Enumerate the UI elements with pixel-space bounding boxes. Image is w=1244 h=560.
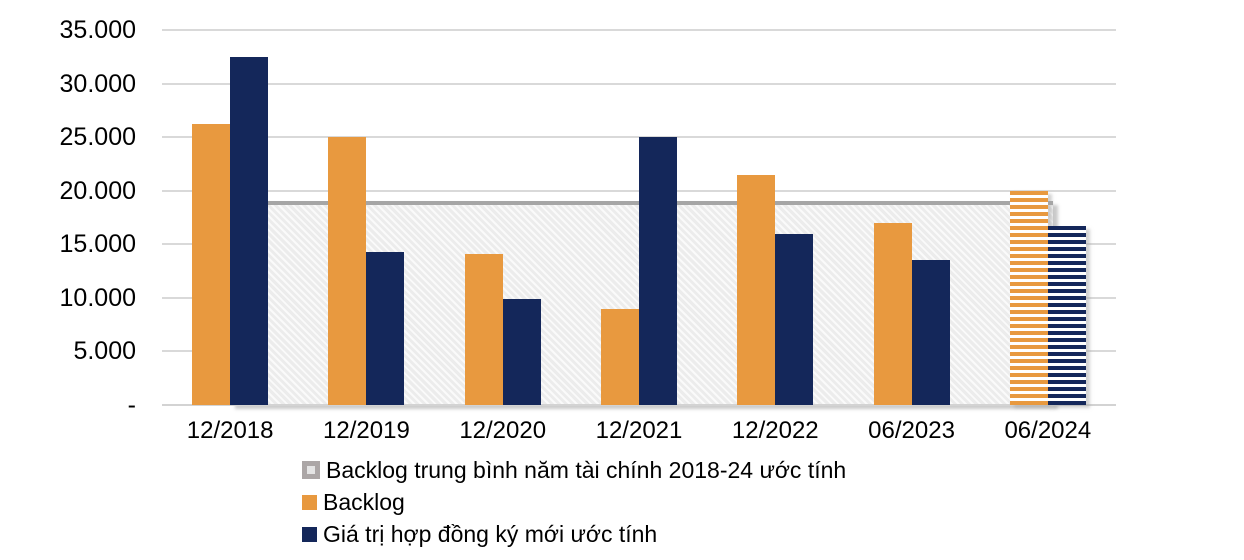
y-axis-tick-label: 25.000 xyxy=(59,123,136,152)
x-axis-category-label: 12/2021 xyxy=(595,417,683,444)
x-axis-line xyxy=(162,404,1116,406)
backlog-bar xyxy=(328,137,367,405)
backlog-bar xyxy=(192,124,231,405)
y-axis-tick-label: 15.000 xyxy=(59,230,136,259)
new-contracts-bar xyxy=(366,251,405,405)
y-axis-tick-label: 30.000 xyxy=(59,69,136,98)
backlog-bar xyxy=(737,174,776,405)
new-contracts-bar xyxy=(502,298,541,405)
x-axis-category-label: 12/2018 xyxy=(186,417,274,444)
y-axis-tick-label: 35.000 xyxy=(59,16,136,44)
new-contracts-bar-estimated xyxy=(1047,226,1086,405)
backlog-bar xyxy=(873,222,912,405)
legend-item-new-contracts: Giá trị hợp đồng ký mới ước tính xyxy=(302,520,657,548)
gridline xyxy=(162,29,1116,31)
x-axis-category-label: 12/2019 xyxy=(323,417,410,444)
y-axis-tick-label: - xyxy=(127,391,136,419)
backlog-swatch-icon xyxy=(302,494,317,510)
backlog-bar xyxy=(601,308,639,405)
backlog-bar-estimated xyxy=(1009,190,1048,405)
new-contracts-bar xyxy=(230,56,269,405)
x-axis-category-label: 06/2024 xyxy=(1004,417,1092,444)
new-contracts-swatch-icon xyxy=(302,526,317,542)
y-axis-tick-label: 20.000 xyxy=(59,176,136,205)
legend-label: Backlog xyxy=(323,489,405,515)
new-contracts-bar xyxy=(639,137,677,405)
x-axis-category-label: 12/2020 xyxy=(459,417,547,444)
legend-label: Giá trị hợp đồng ký mới ước tính xyxy=(323,521,658,547)
average-band-swatch-icon xyxy=(302,461,320,479)
average-band-swatch-inner xyxy=(307,466,315,474)
y-axis-tick-label: 10.000 xyxy=(59,283,136,312)
new-contracts-bar xyxy=(775,233,814,405)
new-contracts-bar xyxy=(911,260,950,405)
gridline xyxy=(162,82,1116,85)
legend-item-backlog: Backlog xyxy=(302,488,405,516)
legend-item-band: Backlog trung bình năm tài chính 2018-24… xyxy=(302,456,846,484)
x-axis-category-label: 06/2023 xyxy=(868,417,955,444)
y-axis-tick-label: 5.000 xyxy=(73,337,136,366)
backlog-bar xyxy=(464,253,503,405)
x-axis-category-label: 12/2022 xyxy=(731,417,819,444)
legend-label: Backlog trung bình năm tài chính 2018-24… xyxy=(326,457,847,483)
